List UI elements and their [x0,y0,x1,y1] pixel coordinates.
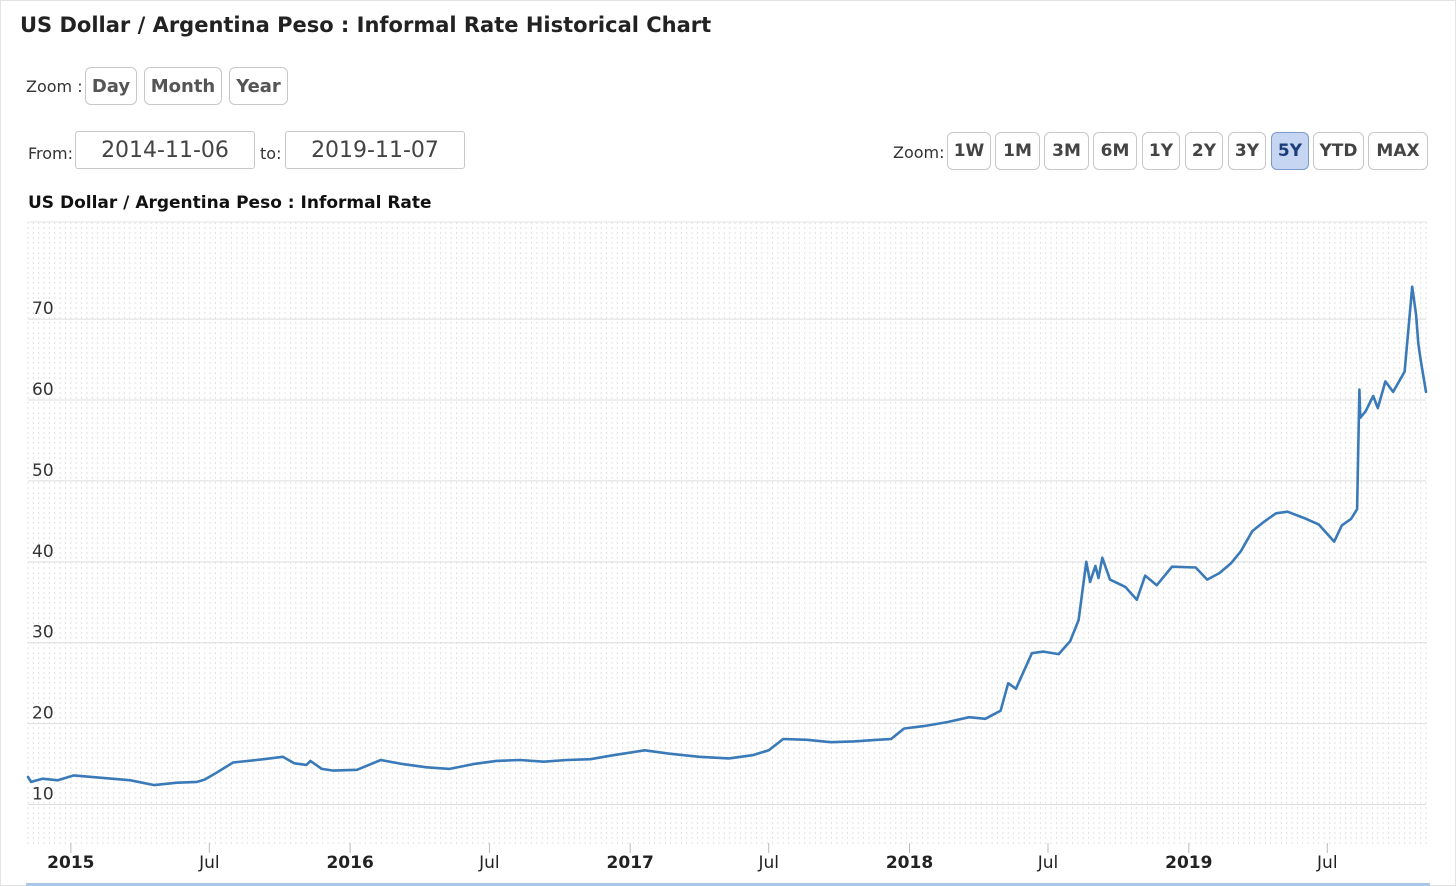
y-tick-label: 60 [32,380,54,400]
x-tick-label: Jul [478,853,500,873]
zoom-1y-button[interactable]: 1Y [1142,132,1180,170]
zoom-right-label: Zoom: [893,143,945,162]
zoom-month-button[interactable]: Month [144,67,222,105]
to-label: to: [260,144,282,163]
from-date-input[interactable] [75,131,255,169]
line-chart: 10 20 30 40 50 60 70 2015 Jul 2016 Jul 2017 Jul 2018 J… [26,221,1428,873]
y-tick-label: 40 [32,542,54,562]
x-tick-label: Jul [1316,853,1338,873]
x-tick-label: 2016 [326,853,373,873]
zoom-2y-button[interactable]: 2Y [1185,132,1223,170]
zoom-1w-button[interactable]: 1W [947,132,991,170]
y-tick-label: 30 [32,623,54,643]
zoom-5y-button[interactable]: 5Y [1271,132,1309,170]
x-tick-label: 2019 [1165,853,1212,873]
y-tick-label: 70 [32,299,54,319]
zoom-3y-button[interactable]: 3Y [1228,132,1266,170]
zoom-year-button[interactable]: Year [229,67,288,105]
zoom-label: Zoom : [26,77,83,96]
range-navigator-edge [26,883,1430,886]
y-tick-label: 10 [32,785,54,805]
y-tick-label: 50 [32,461,54,481]
from-label: From: [28,144,74,163]
page-title: US Dollar / Argentina Peso : Informal Ra… [20,13,712,37]
x-tick-label: Jul [198,853,220,873]
zoom-max-button[interactable]: MAX [1368,132,1428,170]
x-tick-label: 2017 [607,853,654,873]
zoom-ytd-button[interactable]: YTD [1313,132,1364,170]
series-line [26,285,1428,787]
zoom-6m-button[interactable]: 6M [1093,132,1137,170]
to-date-input[interactable] [285,131,465,169]
x-tick-label: 2018 [886,853,933,873]
x-tick-label: Jul [1037,853,1059,873]
y-tick-label: 20 [32,704,54,724]
x-tick-label: 2015 [47,853,94,873]
zoom-3m-button[interactable]: 3M [1044,132,1089,170]
x-tick-label: Jul [757,853,779,873]
chart-title: US Dollar / Argentina Peso : Informal Ra… [28,193,432,213]
zoom-day-button[interactable]: Day [85,67,137,105]
zoom-1m-button[interactable]: 1M [995,132,1040,170]
